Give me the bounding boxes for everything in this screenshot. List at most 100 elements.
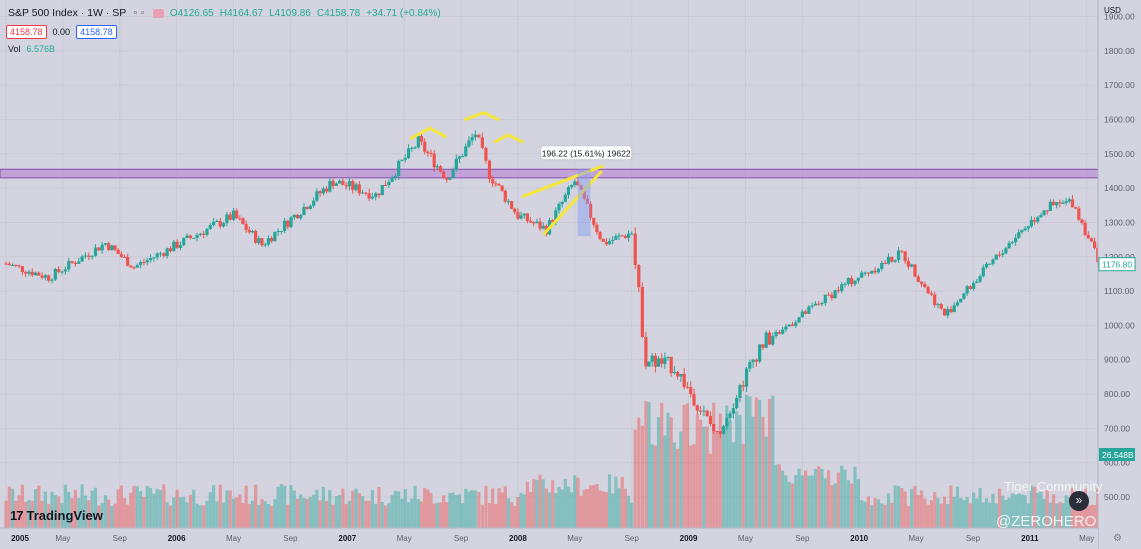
volume-bar [266, 503, 271, 528]
volume-bar [263, 501, 267, 528]
time-tick-label: May [226, 534, 241, 543]
scroll-forward-button[interactable]: » [1069, 491, 1089, 511]
volume-bar [519, 492, 523, 528]
volume-bar [623, 488, 627, 528]
candle [260, 238, 264, 246]
candle [279, 230, 283, 232]
candle [633, 233, 637, 266]
volume-bar [800, 475, 804, 528]
price-tick-label: 700.00 [1104, 423, 1130, 433]
candle [90, 255, 94, 257]
symbol-title[interactable]: S&P 500 Index · 1W · SP [8, 7, 127, 19]
candle [380, 185, 384, 196]
candle [981, 267, 985, 277]
volume-bar [592, 485, 596, 528]
candle [653, 355, 657, 367]
candle [1007, 243, 1011, 249]
volume-bar [374, 503, 378, 528]
volume-bar [813, 469, 818, 528]
candle [247, 229, 251, 233]
candle [129, 265, 133, 268]
candle [984, 263, 989, 268]
volume-bar [4, 500, 8, 528]
candle [212, 221, 216, 226]
candle [913, 264, 917, 277]
volume-bar [856, 479, 860, 528]
volume-bar [158, 490, 163, 528]
volume-bar [1004, 499, 1008, 528]
candle [175, 241, 179, 248]
volume-bar [178, 497, 183, 528]
candle [853, 280, 857, 285]
volume-bar [942, 496, 947, 528]
candle [1026, 226, 1030, 229]
volume-bar [328, 489, 332, 528]
volume-bar [299, 494, 303, 528]
candle [731, 408, 736, 414]
volume-bar [873, 497, 877, 528]
volume-bar [547, 492, 552, 528]
open-value: O4126.65 [169, 7, 214, 19]
candle [906, 261, 911, 267]
volume-bar [387, 503, 391, 528]
ask-box[interactable]: 4158.78 [76, 25, 117, 39]
volume-bar [97, 505, 101, 528]
tradingview-logo[interactable]: 17 TradingView [10, 508, 103, 523]
candle [883, 262, 887, 264]
price-tick-label: 500.00 [1104, 492, 1130, 502]
price-tick-label: 800.00 [1104, 389, 1130, 399]
volume-bar [126, 504, 130, 528]
candle [393, 176, 398, 178]
time-tick-label: Sep [454, 534, 469, 543]
volume-bar [718, 413, 722, 528]
volume-bar [1048, 502, 1052, 528]
candle [744, 368, 749, 387]
volume-bar [423, 488, 427, 528]
candle [748, 362, 752, 369]
volume-bar [416, 499, 420, 528]
volume-bar [276, 486, 280, 528]
volume-bar [751, 416, 755, 528]
volume-bar [429, 492, 433, 528]
volume-bar [1061, 503, 1065, 528]
volume-bar [735, 410, 739, 528]
volume-bar [731, 442, 736, 528]
candle [939, 304, 943, 309]
volume-bar [516, 497, 520, 528]
visibility-icon[interactable] [152, 8, 164, 18]
candle [519, 215, 523, 219]
candle [14, 264, 18, 266]
price-tick-label: 1300.00 [1104, 217, 1135, 227]
volume-bar [152, 493, 156, 528]
candle [397, 160, 401, 177]
volume-bar [341, 488, 345, 528]
volume-bar [840, 465, 844, 528]
volume-bar [598, 490, 602, 528]
volume-bar [295, 498, 300, 528]
bid-box[interactable]: 4158.78 [6, 25, 47, 39]
candle [390, 177, 394, 182]
candle [721, 426, 726, 434]
volume-bar [139, 491, 143, 528]
volume-bar [962, 500, 966, 528]
candle [43, 275, 47, 278]
volume-bar [393, 490, 398, 528]
volume-bar [403, 489, 407, 528]
volume-bar [1039, 491, 1043, 528]
candle [997, 254, 1002, 256]
settings-icon[interactable]: ⚙ [1113, 533, 1122, 544]
volume-bar [221, 502, 226, 528]
volume-bar [767, 399, 772, 528]
volume-bar [797, 468, 801, 528]
volume-bar [321, 486, 325, 528]
price-tick-label: 900.00 [1104, 355, 1130, 365]
candle [480, 137, 484, 148]
candle [263, 244, 267, 246]
candle [73, 262, 78, 264]
time-tick-label: May [738, 534, 753, 543]
volume-bar [148, 487, 153, 528]
indicator-dots-icon[interactable]: ∘∘ [132, 7, 147, 19]
candle [103, 243, 108, 245]
